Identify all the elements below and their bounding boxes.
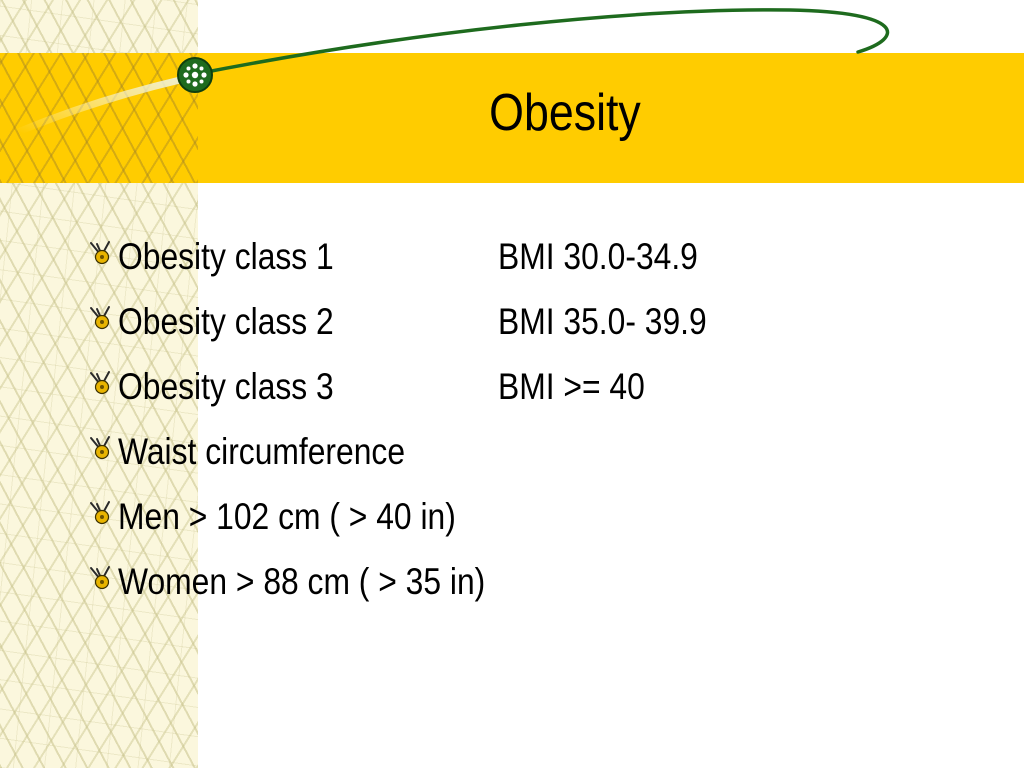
comet-tail	[14, 76, 184, 136]
bullet-item: Obesity class 1 BMI 30.0-34.9	[88, 232, 698, 297]
bullet-label: Obesity class 2	[118, 301, 334, 342]
bullet-item: Waist circumference	[88, 427, 545, 492]
bullet-label: Women > 88 cm ( > 35 in)	[118, 561, 486, 602]
bullet-item: Women > 88 cm ( > 35 in)	[88, 557, 545, 622]
flower-bullet-icon	[88, 557, 118, 597]
bullet-label: Obesity class 3	[118, 366, 334, 407]
bullet-list: Obesity class 1 BMI 30.0-34.9 Obesity cl…	[88, 232, 707, 622]
flower-bullet-icon	[88, 297, 118, 337]
bullet-value: BMI 35.0- 39.9	[498, 301, 707, 342]
bullet-label: Obesity class 1	[118, 236, 334, 277]
flower-bullet-icon	[88, 362, 118, 402]
bullet-item: Men > 102 cm ( > 40 in)	[88, 492, 545, 557]
bullet-item: Obesity class 2 BMI 35.0- 39.9	[88, 297, 707, 362]
title-band	[0, 53, 1024, 183]
comet-head-icon	[177, 57, 213, 93]
bullet-value: BMI 30.0-34.9	[498, 236, 698, 277]
bullet-item: Obesity class 3 BMI >= 40	[88, 362, 645, 427]
slide-title: Obesity	[489, 84, 641, 142]
flower-bullet-icon	[88, 232, 118, 272]
title-band-texture	[0, 53, 198, 183]
bullet-label: Men > 102 cm ( > 40 in)	[118, 496, 456, 537]
bullet-value: BMI >= 40	[498, 366, 645, 407]
flower-bullet-icon	[88, 492, 118, 532]
swoosh-arc	[194, 8, 890, 76]
bullet-label: Waist circumference	[118, 431, 406, 472]
flower-bullet-icon	[88, 427, 118, 467]
